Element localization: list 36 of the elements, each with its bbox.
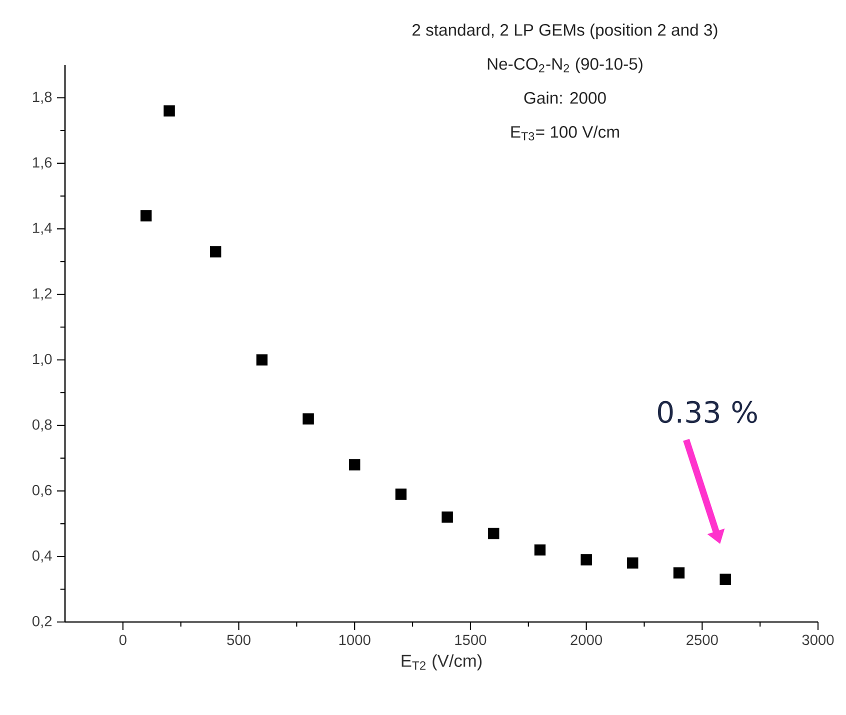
point (349, 459, 360, 470)
point (627, 557, 638, 569)
annotation: Gain: 2000 (524, 92, 606, 104)
y-tick-label: 0,4 (32, 550, 52, 563)
x-tick-label: 500 (227, 634, 250, 646)
point (673, 567, 685, 578)
point (256, 354, 268, 366)
x-tick-label: 2000 (570, 634, 602, 646)
annotation: E$_{T3}$= 100 V/cm (511, 126, 619, 140)
annotation: Ne-CO$_{2}$-N$_{2}$ (90-10-5) (488, 58, 642, 74)
y-tick-label: 0,2 (32, 616, 52, 628)
x-tick-label: 0 (119, 634, 126, 646)
point (164, 105, 175, 116)
x-tick-label: 3000 (802, 634, 834, 646)
x-axis-title: E$_{T2}$ (V/cm) (402, 654, 482, 670)
x-tick-label: 2500 (686, 634, 718, 646)
point (210, 246, 222, 258)
y-tick-label: 1,2 (33, 288, 52, 300)
point (302, 413, 314, 424)
y-tick-label: 1,4 (33, 222, 52, 235)
x-tick-label: 1000 (339, 634, 370, 646)
point (580, 554, 592, 566)
y-tick-label: 0,6 (32, 484, 52, 498)
chart-title: 2 standard, 2 LP GEMs (position 2 and 3) (412, 24, 718, 40)
point (395, 488, 407, 500)
y-tick-label: 0,8 (32, 419, 52, 432)
x-tick-label: 1500 (455, 634, 486, 646)
point (720, 574, 731, 586)
point (534, 544, 546, 556)
point (488, 528, 500, 540)
point (442, 512, 453, 523)
y-tick-label: 1,0 (33, 354, 52, 366)
annotation: 0.33 % (658, 400, 757, 424)
y-tick-label: 1,8 (33, 92, 52, 104)
point (140, 210, 152, 222)
y-tick-label: 1,6 (33, 157, 52, 170)
